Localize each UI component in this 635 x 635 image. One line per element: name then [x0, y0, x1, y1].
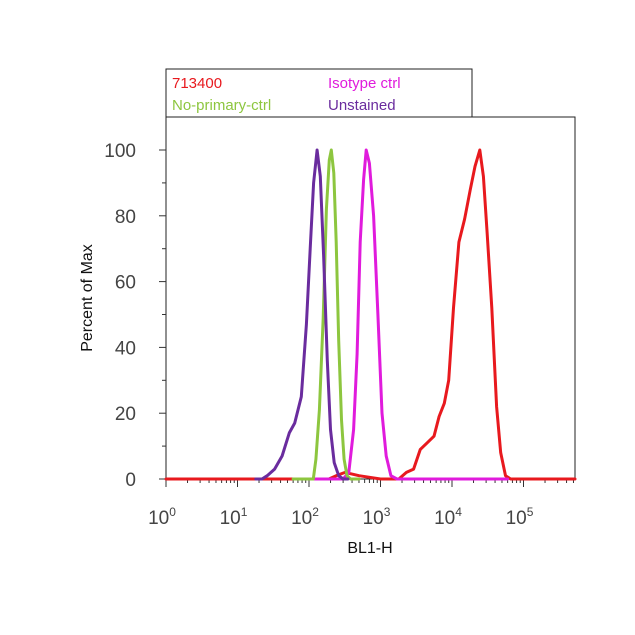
y-tick-label: 80 — [115, 207, 136, 228]
x-tick-label: 105 — [506, 505, 534, 529]
series-line-unstained — [254, 148, 350, 481]
x-tick-label: 103 — [363, 505, 391, 529]
x-tick-label: 100 — [148, 505, 176, 529]
y-tick-label: 60 — [115, 273, 136, 294]
series-line-no-primary-ctrl — [291, 148, 361, 481]
y-tick-label: 100 — [104, 141, 136, 162]
legend-entry: Unstained — [328, 97, 396, 114]
series-line-isotype-ctrl — [307, 148, 510, 481]
legend-entry: Isotype ctrl — [328, 75, 401, 92]
y-axis-tick-labels: 0 20 40 60 80 100 — [104, 141, 136, 491]
x-axis-title: BL1-H — [347, 540, 392, 557]
y-axis-title: Percent of Max — [79, 244, 96, 352]
x-axis-tick-labels: 100 101 102 103 104 105 — [148, 505, 534, 529]
series-lines — [164, 148, 577, 481]
y-tick-label: 20 — [115, 404, 136, 425]
legend: 713400 Isotype ctrl No-primary-ctrl Unstain… — [165, 68, 473, 118]
legend-entry: 713400 — [172, 75, 222, 92]
legend-entry: No-primary-ctrl — [172, 97, 271, 114]
x-tick-label: 104 — [434, 505, 462, 529]
plot-area-frame — [165, 116, 576, 480]
series-line-713400 — [164, 148, 577, 481]
y-tick-label: 0 — [125, 470, 136, 491]
x-tick-label: 102 — [291, 505, 319, 529]
x-tick-label: 101 — [220, 505, 248, 529]
y-tick-label: 40 — [115, 338, 136, 359]
